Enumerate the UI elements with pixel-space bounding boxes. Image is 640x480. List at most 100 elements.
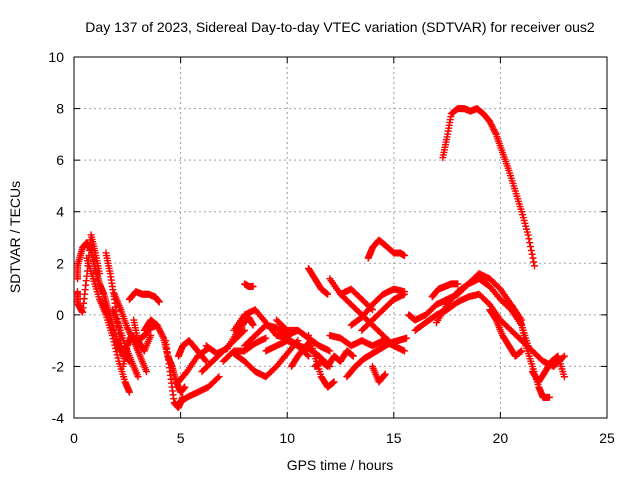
data-point — [215, 373, 223, 381]
x-axis-label: GPS time / hours — [287, 457, 394, 473]
series-s25 — [305, 331, 338, 391]
series-s16 — [198, 326, 249, 376]
y-tick-label: 8 — [56, 101, 64, 117]
x-tick-label: 5 — [177, 430, 185, 446]
series-s10 — [130, 316, 155, 355]
series-s32 — [358, 290, 408, 334]
data-point — [349, 352, 357, 360]
data-point — [560, 373, 568, 381]
data-point — [108, 331, 116, 339]
y-tick-label: -4 — [52, 410, 65, 426]
data-point — [249, 321, 257, 329]
x-tick-label: 15 — [386, 430, 402, 446]
data-point — [527, 246, 535, 254]
y-tick-label: 2 — [56, 255, 64, 271]
series-s3 — [83, 254, 133, 396]
data-point — [96, 270, 104, 278]
data-point — [239, 328, 247, 336]
data-point — [560, 352, 568, 360]
data-point — [112, 344, 120, 352]
data-point — [154, 323, 162, 331]
y-tick-label: 4 — [56, 204, 64, 220]
data-point — [125, 327, 133, 335]
data-point — [400, 252, 408, 260]
data-point — [487, 121, 495, 129]
data-point — [518, 347, 526, 355]
x-tick-label: 20 — [493, 430, 509, 446]
data-point — [531, 262, 539, 270]
data-point — [305, 352, 313, 360]
y-tick-label: 0 — [56, 307, 64, 323]
data-point — [125, 388, 133, 396]
series-s34 — [364, 236, 408, 262]
series-s13 — [174, 344, 212, 386]
plot-frame — [73, 56, 608, 419]
data-point — [156, 328, 164, 336]
series-s26 — [311, 347, 357, 370]
data-point — [545, 393, 553, 401]
data-point — [326, 347, 334, 355]
data-point — [489, 124, 497, 132]
data-point — [155, 298, 163, 306]
y-axis-label: SDTVAR / TECUs — [7, 181, 23, 293]
series-s35 — [368, 362, 389, 386]
series-s38 — [432, 270, 526, 327]
data-point — [530, 258, 538, 266]
data-point — [403, 334, 411, 342]
data-point — [113, 351, 121, 359]
data-point — [262, 334, 270, 342]
series-s27 — [305, 264, 332, 298]
data-point — [491, 127, 499, 135]
series-s31 — [347, 285, 408, 329]
data-point — [400, 347, 408, 355]
data-point — [330, 378, 338, 386]
data-point — [526, 239, 534, 247]
series-s19 — [230, 337, 302, 381]
y-tick-label: -2 — [52, 358, 65, 374]
data-point — [529, 254, 537, 262]
series-s39 — [428, 280, 462, 301]
data-point — [147, 331, 155, 339]
data-point — [303, 351, 311, 359]
data-point — [380, 371, 388, 379]
chart-title: Day 137 of 2023, Sidereal Day-to-day VTE… — [85, 19, 595, 35]
series-s29 — [337, 285, 376, 314]
data-point — [153, 321, 161, 329]
data-point — [241, 326, 249, 334]
data-point — [491, 129, 499, 137]
grid — [74, 57, 607, 418]
series-s42 — [528, 352, 568, 386]
data-point — [249, 282, 257, 290]
data-point — [159, 332, 167, 340]
series-s43 — [439, 105, 539, 270]
series-s20 — [241, 321, 302, 350]
data-point — [123, 324, 131, 332]
series-s40 — [486, 306, 526, 360]
data-points — [74, 105, 568, 412]
data-point — [559, 353, 567, 361]
series-s14 — [174, 337, 210, 365]
data-point — [156, 326, 164, 334]
data-point — [202, 357, 210, 365]
data-point — [487, 119, 495, 127]
data-point — [134, 373, 142, 381]
data-point — [157, 329, 165, 337]
data-point — [490, 126, 498, 134]
data-point — [324, 290, 332, 298]
series-s24 — [287, 337, 315, 370]
series-s33 — [343, 334, 411, 381]
data-point — [109, 335, 117, 343]
data-point — [181, 383, 189, 391]
data-point — [488, 122, 496, 130]
data-point — [214, 374, 222, 382]
data-point — [400, 290, 408, 298]
data-point — [381, 370, 389, 378]
data-point — [528, 250, 536, 258]
data-point — [491, 315, 499, 323]
data-point — [486, 117, 494, 125]
data-point — [124, 325, 132, 333]
data-point — [525, 235, 533, 243]
data-point — [114, 354, 122, 362]
